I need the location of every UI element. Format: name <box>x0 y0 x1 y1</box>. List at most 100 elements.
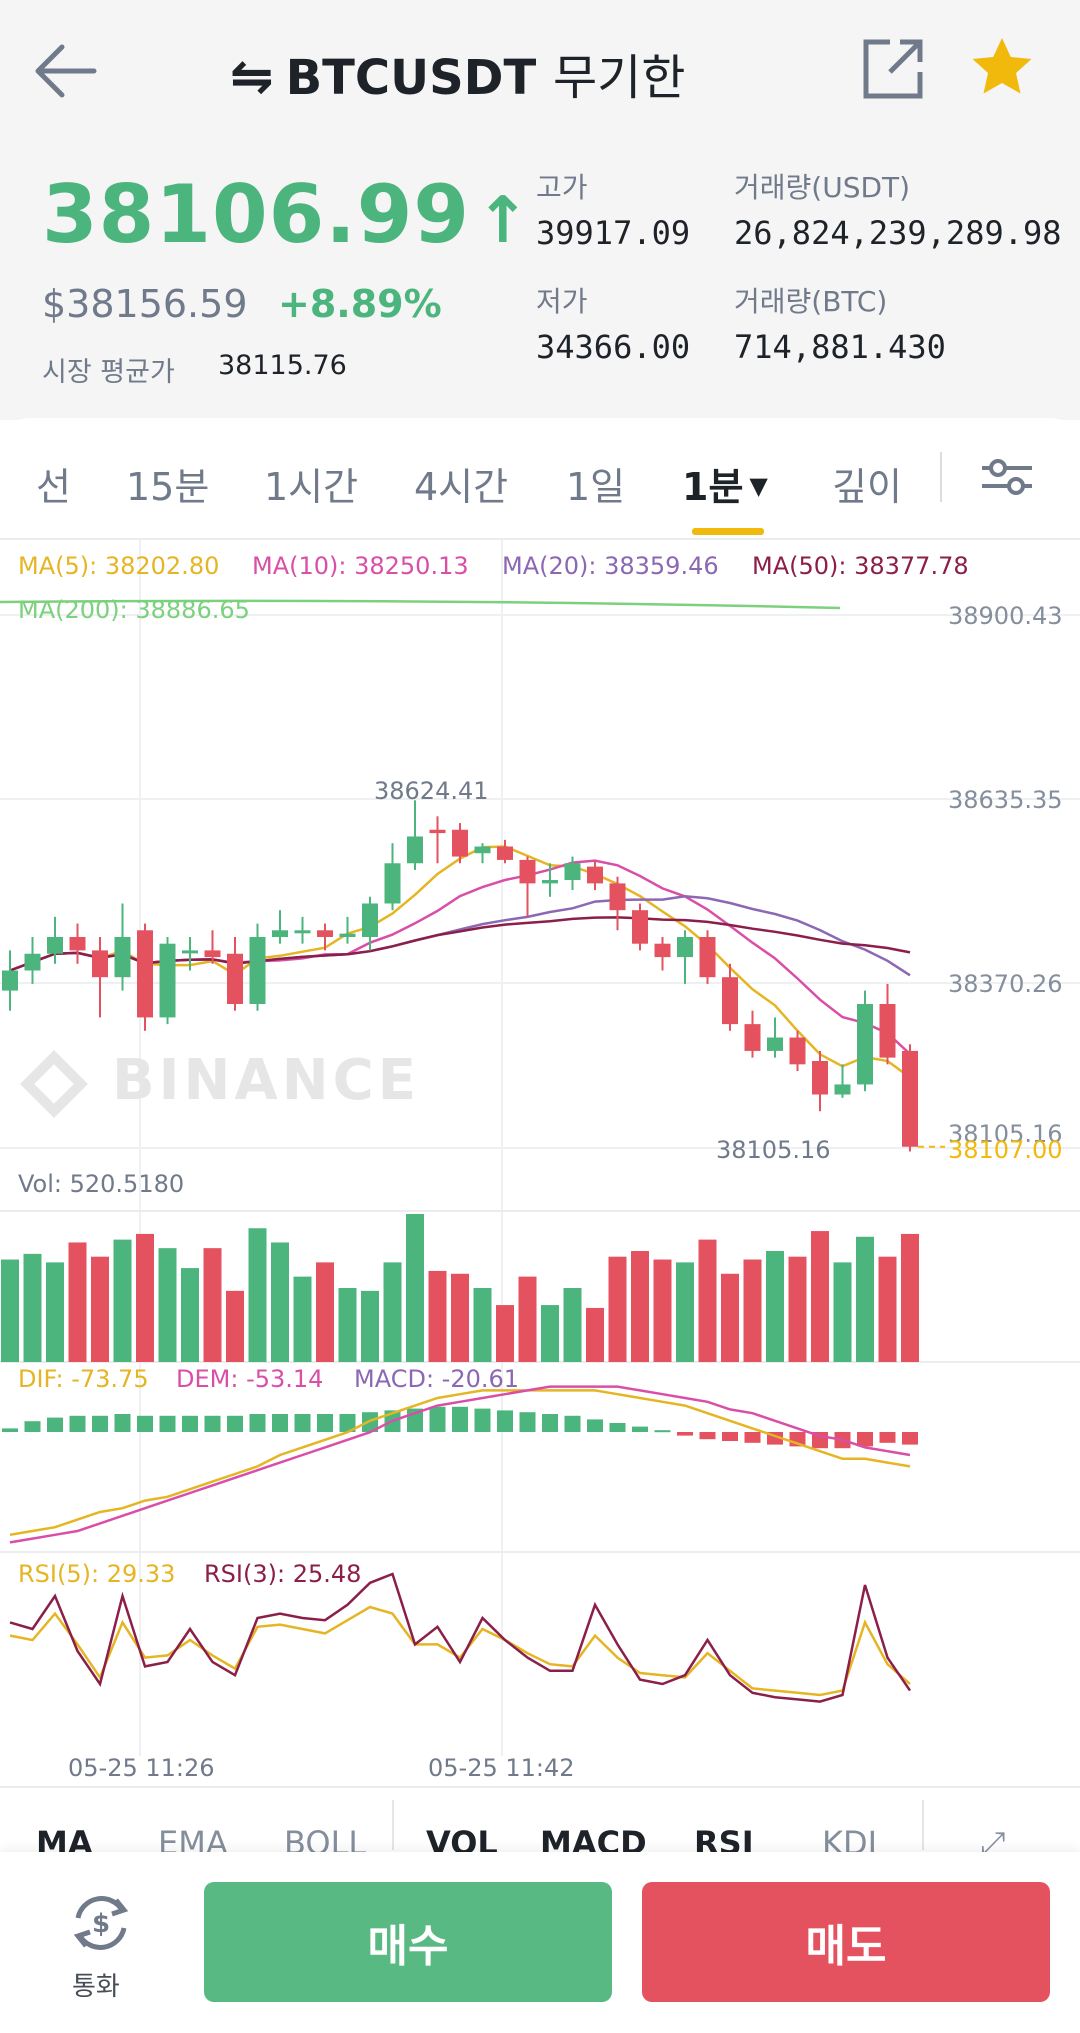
candle-body <box>564 863 581 881</box>
macd-histogram-bar <box>339 1414 356 1432</box>
volume-bar <box>113 1239 132 1362</box>
vol-btc-value: 714,881.430 <box>734 328 946 366</box>
volume-bar <box>653 1259 672 1362</box>
macd-histogram-bar <box>857 1432 873 1447</box>
indicator-tab-rsi[interactable]: RSI <box>694 1824 754 1854</box>
volume-bar <box>68 1242 87 1362</box>
candle-body <box>182 950 198 954</box>
expand-icon[interactable]: ⤢ <box>980 1824 1006 1854</box>
tab-15m[interactable]: 15분 <box>126 465 210 509</box>
indicator-tab-ma[interactable]: MA <box>36 1824 93 1854</box>
buy-button[interactable]: 매수 <box>204 1882 612 2002</box>
macd-histogram-bar <box>609 1423 626 1432</box>
macd-histogram-bar <box>587 1419 603 1432</box>
volume-bar <box>91 1256 109 1362</box>
star-icon[interactable] <box>968 34 1036 102</box>
macd-histogram-bar <box>2 1428 18 1432</box>
high-label: 고가 <box>536 171 588 204</box>
price-axis-label: 38635.35 <box>948 786 1063 814</box>
avg-price-value: 38115.76 <box>218 350 347 381</box>
candle-body <box>879 1004 896 1058</box>
volume-bar <box>338 1288 357 1362</box>
svg-text:$: $ <box>92 1909 110 1939</box>
tab-line[interactable]: 선 <box>36 465 71 509</box>
last-price-value: 38106.99 <box>42 168 471 261</box>
macd-histogram-bar <box>182 1415 198 1432</box>
macd-histogram-bar <box>429 1406 446 1432</box>
back-arrow-icon[interactable] <box>32 36 102 106</box>
indicator-tab-vol[interactable]: VOL <box>426 1824 498 1854</box>
vol-usdt-label: 거래량(USDT) <box>734 171 911 204</box>
sell-button[interactable]: 매도 <box>642 1882 1050 2002</box>
candle-body <box>474 846 491 854</box>
volume-bar <box>608 1256 627 1362</box>
macd-histogram-bar <box>47 1417 63 1432</box>
vol-usdt-value: 26,824,239,289.98 <box>734 214 1062 252</box>
macd-histogram-bar <box>677 1432 693 1436</box>
rsi3-line <box>9 1572 912 1703</box>
tab-1h[interactable]: 1시간 <box>264 465 359 509</box>
candle-body <box>632 910 648 944</box>
candle-body <box>722 977 738 1025</box>
rsi5-legend: RSI(5): 29.33 <box>18 1560 176 1588</box>
chevron-down-icon: ▼ <box>749 472 768 500</box>
macd-histogram-bar <box>497 1410 513 1432</box>
volume-bar <box>586 1307 604 1362</box>
macd-histogram-bar <box>564 1415 581 1432</box>
volume-bar <box>248 1228 267 1362</box>
volume-bar <box>361 1290 379 1362</box>
avg-price-label: 시장 평균가 <box>42 357 175 388</box>
time-axis-label: 05-25 11:26 <box>68 1754 215 1782</box>
macd-histogram-bar <box>137 1415 153 1432</box>
ma50-legend: MA(50): 38377.78 <box>752 552 969 580</box>
last-price: 38106.99↑ <box>42 168 531 261</box>
volume-bar <box>158 1248 177 1362</box>
candle-body <box>654 943 671 958</box>
volume-bar <box>383 1262 402 1362</box>
currency-convert-icon[interactable]: $ <box>66 1888 136 1958</box>
active-tab-indicator <box>692 528 764 535</box>
macd-histogram-bar <box>654 1430 671 1433</box>
ticker-header <box>0 0 1080 420</box>
ma5-legend: MA(5): 38202.80 <box>18 552 220 580</box>
symbol-title[interactable]: ⇋ BTCUSDT 무기한 <box>230 38 685 108</box>
volume-bar <box>698 1239 717 1362</box>
ma200-legend: MA(200): 38886.65 <box>18 596 250 624</box>
volume-bar <box>496 1305 514 1362</box>
indicator-tab-macd[interactable]: MACD <box>540 1824 647 1854</box>
dem-line <box>9 1385 911 1544</box>
interval-tabs <box>0 418 1080 540</box>
candle-body <box>677 936 693 958</box>
volume-bar <box>23 1253 42 1362</box>
tab-4h[interactable]: 4시간 <box>414 465 509 509</box>
tab-1m[interactable]: 1분 ▼ <box>682 456 768 511</box>
volume-bar <box>856 1236 874 1362</box>
candle-body <box>789 1037 806 1065</box>
swap-icon: ⇋ <box>230 47 274 107</box>
macd-histogram-bar <box>272 1414 288 1432</box>
tab-1d[interactable]: 1일 <box>566 465 626 509</box>
chart-settings-icon[interactable] <box>978 454 1036 500</box>
usd-price: $38156.59 <box>42 282 248 326</box>
volume-legend: Vol: 520.5180 <box>18 1170 185 1198</box>
macd-histogram-bar <box>474 1408 491 1432</box>
volume-bar <box>676 1262 694 1362</box>
candle-body <box>69 936 86 951</box>
share-icon[interactable] <box>860 36 926 102</box>
macd-histogram-bar <box>249 1414 266 1432</box>
tab-depth[interactable]: 깊이 <box>832 465 902 509</box>
candle-body <box>834 1084 851 1095</box>
current-price-tag: 38107.00 <box>948 1136 1063 1164</box>
indicator-tab-kdj[interactable]: KDJ <box>822 1824 878 1854</box>
volume-bar <box>833 1262 852 1362</box>
price-axis-label: 38105.16 <box>948 1120 1063 1148</box>
candle-body <box>407 836 423 864</box>
binance-watermark: BINANCE <box>20 1048 420 1118</box>
indicator-tab-ema[interactable]: EMA <box>158 1824 228 1854</box>
candlestick-chart[interactable] <box>0 540 1080 1786</box>
candle-body <box>812 1060 828 1095</box>
indicator-tab-boll[interactable]: BOLL <box>284 1824 367 1854</box>
indicator-divider <box>392 1800 394 1850</box>
price-axis-label: 38370.26 <box>948 970 1063 998</box>
macd-histogram-bar <box>92 1415 108 1432</box>
